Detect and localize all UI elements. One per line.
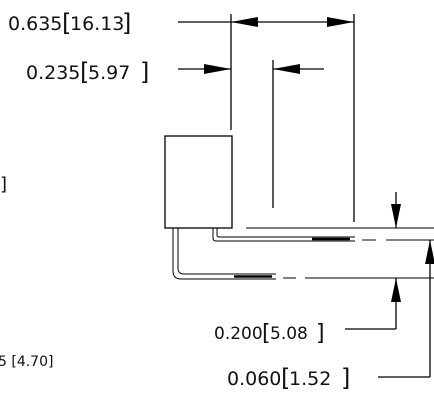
dim-overall-width-mm: 16.13	[70, 13, 124, 35]
arrow-head-down	[391, 204, 401, 228]
arrow-head-up	[425, 240, 434, 264]
bracket-open: [	[62, 9, 71, 37]
dim-lead-pitch-upper-mm: 1.52	[289, 368, 331, 390]
bottom-left-fragment: 5 [4.70]	[0, 354, 53, 370]
reference-lines	[246, 227, 434, 279]
bracket-close: ]	[316, 321, 325, 346]
arrow-head-right	[273, 64, 300, 74]
bracket-close: ]	[341, 364, 350, 392]
component-body	[164, 135, 233, 229]
dim-lead-offset-inch: 0.235	[26, 62, 80, 84]
bracket-close: ]	[122, 9, 131, 37]
component	[164, 135, 355, 280]
bracket-open: [	[262, 321, 271, 346]
dimension-lead-pitch-upper-arrows	[391, 192, 434, 377]
dim-lead-offset-mm: 5.97	[88, 62, 130, 84]
dim-lead-pitch-lower-inch: 0.200	[214, 324, 263, 344]
dimension-lead-pitch-lower-arrows	[391, 278, 401, 329]
lead-lower-inner	[177, 228, 276, 275]
arrow-head-up	[391, 278, 401, 302]
dimension-lead-pitch-lower: 0.200 [ 5.08 ]	[214, 321, 396, 346]
bracket-open: [	[80, 58, 89, 86]
arrow-head-left	[231, 17, 258, 27]
dimension-overall-width: 0.635 [ 16.13 ]	[8, 9, 355, 222]
bracket-open: [	[281, 364, 290, 392]
dimension-lead-pitch-upper: 0.060 [ 1.52 ]	[227, 364, 430, 392]
dimension-lead-offset: 0.235 [ 5.97 ]	[26, 58, 324, 208]
lead-lower-outer	[172, 228, 276, 280]
dim-lead-pitch-lower-mm: 5.08	[270, 324, 308, 344]
lead-upper-inner	[216, 228, 355, 238]
arrow-head-right	[327, 17, 354, 27]
dim-lead-pitch-upper-inch: 0.060	[227, 368, 281, 390]
dim-overall-width-inch: 0.635	[8, 13, 62, 35]
bracket-close: ]	[140, 58, 149, 86]
left-edge-fragment: ]	[0, 174, 7, 195]
arrow-head-left	[204, 64, 231, 74]
lead-upper-outer	[212, 228, 355, 242]
